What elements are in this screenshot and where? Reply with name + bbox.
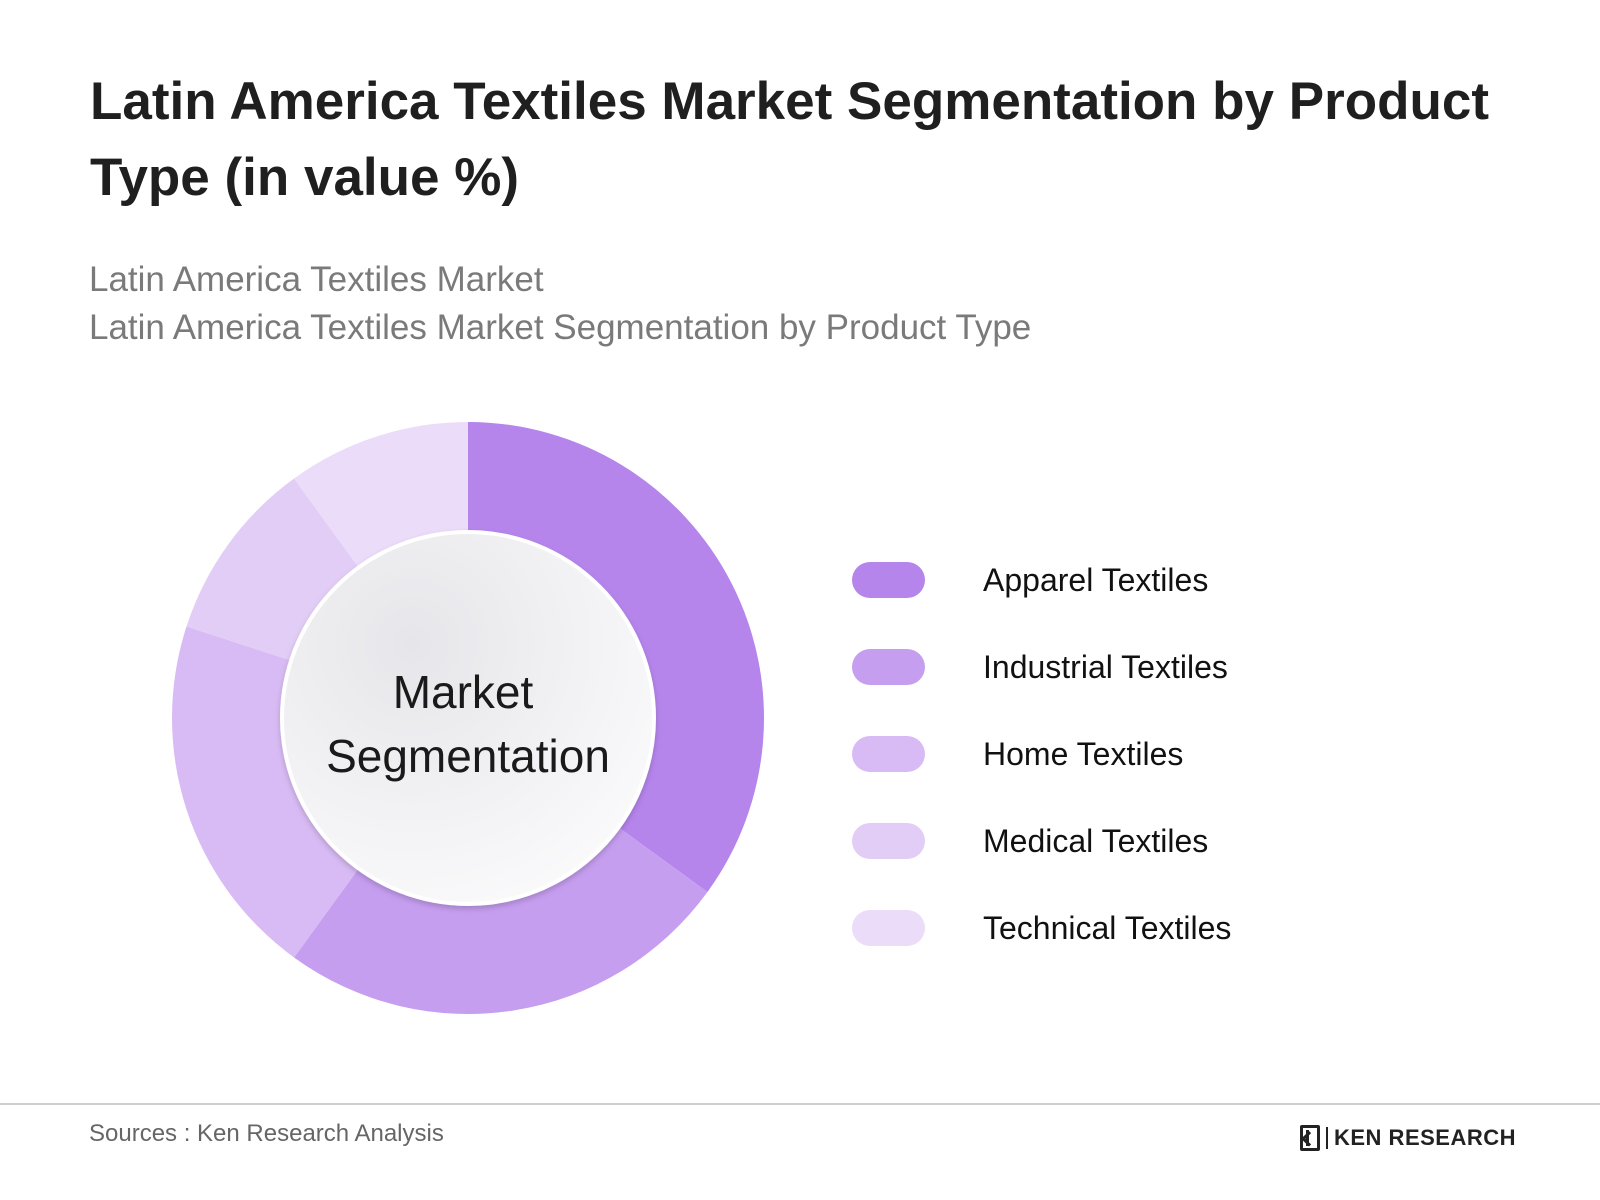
legend-swatch-medical	[852, 823, 925, 859]
donut-slice-medical-textiles	[186, 478, 359, 661]
brand-logo: KEN RESEARCH	[1300, 1123, 1516, 1153]
legend: Apparel Textiles Industrial Textiles Hom…	[852, 560, 1412, 995]
legend-label-medical: Medical Textiles	[983, 823, 1209, 859]
source-note: Sources : Ken Research Analysis	[89, 1120, 444, 1147]
legend-label-apparel: Apparel Textiles	[983, 562, 1209, 598]
center-label-line2: Segmentation	[326, 730, 610, 782]
subtitle-segmentation: Latin America Textiles Market Segmentati…	[89, 308, 1032, 347]
legend-swatch-home	[852, 736, 925, 772]
legend-item-home: Home Textiles	[852, 734, 1412, 821]
donut-slice-home-textiles	[171, 626, 359, 958]
legend-swatch-industrial	[852, 649, 925, 685]
chart-title: Latin America Textiles Market Segmentati…	[90, 72, 1489, 207]
donut-slice-industrial-textiles	[294, 827, 708, 1015]
legend-label-industrial: Industrial Textiles	[983, 649, 1228, 685]
donut-center	[280, 530, 656, 906]
legend-swatch-technical	[852, 910, 925, 946]
legend-item-medical: Medical Textiles	[852, 821, 1412, 908]
legend-swatch-apparel	[852, 562, 925, 598]
legend-label-home: Home Textiles	[983, 736, 1184, 772]
donut-slices	[171, 422, 765, 1015]
center-label-line1: Market	[393, 666, 534, 718]
donut-slice-technical-textiles	[294, 422, 468, 568]
subtitle-market: Latin America Textiles Market	[89, 260, 544, 299]
legend-item-apparel: Apparel Textiles	[852, 560, 1412, 647]
legend-label-technical: Technical Textiles	[983, 910, 1232, 946]
footer-divider	[0, 1103, 1600, 1105]
donut-slice-apparel-textiles	[468, 422, 765, 892]
brand-name: KEN RESEARCH	[1326, 1127, 1516, 1149]
ken-research-logo-icon	[1300, 1125, 1320, 1151]
legend-item-industrial: Industrial Textiles	[852, 647, 1412, 734]
legend-item-technical: Technical Textiles	[852, 908, 1412, 995]
